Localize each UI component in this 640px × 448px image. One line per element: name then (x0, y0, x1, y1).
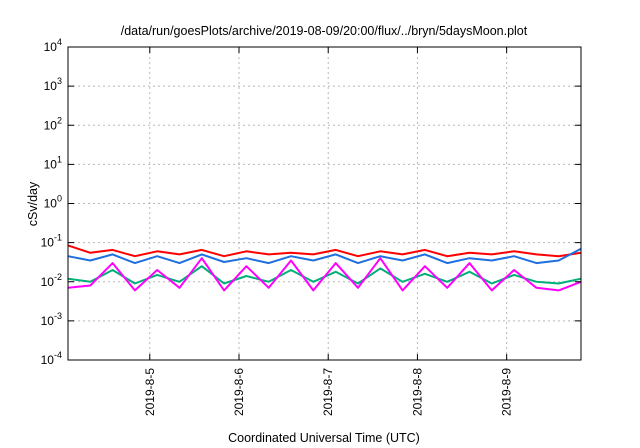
x-axis-label: Coordinated Universal Time (UTC) (228, 431, 420, 445)
series-line-4 (67, 257, 582, 292)
x-tick-label: 2019-8-6 (232, 368, 246, 416)
series-line-1 (67, 244, 582, 258)
x-tick-label: 2019-8-9 (500, 368, 514, 416)
y-tick-label: 102 (44, 115, 62, 132)
y-tick-label: 100 (44, 194, 62, 211)
y-tick-label: 10-2 (41, 272, 62, 289)
y-tick-label: 10-4 (41, 350, 62, 367)
y-tick-label: 10-3 (41, 311, 62, 328)
x-tick-label: 2019-8-8 (410, 368, 424, 416)
x-axis: 2019-8-5 2019-8-6 2019-8-7 2019-8-8 2019-8-9 (143, 47, 514, 416)
grid (68, 47, 581, 360)
chart-title: /data/run/goesPlots/archive/2019-08-09/2… (121, 24, 528, 38)
y-axis-label: cSv/day (26, 181, 40, 226)
x-tick-label: 2019-8-5 (143, 368, 157, 416)
x-tick-label: 2019-8-7 (321, 368, 335, 416)
y-tick-label: 101 (44, 154, 62, 171)
series-layer (67, 244, 582, 292)
y-tick-label: 103 (44, 76, 62, 93)
series-line-2 (67, 247, 582, 265)
y-tick-label: 10-1 (41, 233, 62, 250)
y-tick-label: 104 (44, 37, 62, 54)
